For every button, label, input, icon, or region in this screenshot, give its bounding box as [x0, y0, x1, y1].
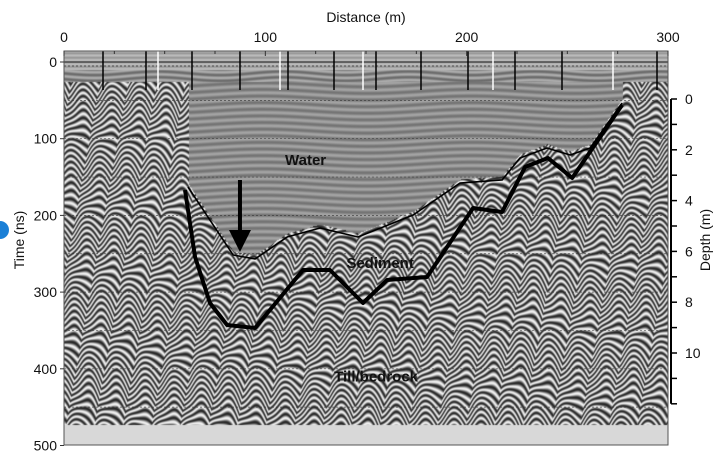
x-axis-title: Distance (m) [326, 9, 405, 25]
layer-label-water: Water [285, 152, 326, 169]
plot-frame [63, 50, 669, 446]
arrow-head [228, 229, 251, 252]
x-tick-label: 0 [60, 29, 68, 45]
interpretation-lines [183, 102, 624, 330]
layer-label-sediment: Sediment [346, 255, 414, 272]
y-axis-left-title: Time (ns) [11, 211, 27, 270]
layer-labels: Water Sediment Till/bedrock [285, 152, 419, 385]
axes: 0 100 200 300 0 100 200 300 400 500 0 2 4 6 8 10 [34, 29, 701, 454]
y-left-tick-label: 500 [34, 438, 58, 454]
y-left-tick-label: 400 [34, 361, 58, 377]
x-tick-label: 200 [455, 29, 479, 45]
y-left-tick-label: 200 [34, 207, 58, 223]
y-right-tick-label: 0 [685, 91, 693, 107]
y-left-tick-label: 0 [49, 54, 57, 70]
blue-circle-indicator[interactable] [0, 221, 9, 239]
gridlines [64, 61, 668, 408]
y-right-tick-label: 10 [685, 345, 701, 361]
y-right-tick-label: 4 [685, 193, 693, 209]
trace-markers [102, 51, 658, 90]
y-axis-right-title: Depth (m) [697, 209, 713, 271]
sediment-base-line [183, 103, 624, 330]
lake-bottom-line [187, 102, 623, 260]
y-right-tick-label: 8 [685, 294, 693, 310]
x-tick-label: 100 [254, 29, 278, 45]
y-left-tick-label: 300 [34, 284, 58, 300]
y-left-tick-label: 100 [34, 131, 58, 147]
y-right-tick-label: 2 [685, 142, 693, 158]
radargram-image [64, 51, 668, 445]
y-right-tick-label: 6 [685, 243, 693, 259]
layer-label-till-bedrock: Till/bedrock [334, 368, 419, 385]
arrow-indicator [228, 179, 251, 252]
x-tick-label: 300 [656, 29, 680, 45]
